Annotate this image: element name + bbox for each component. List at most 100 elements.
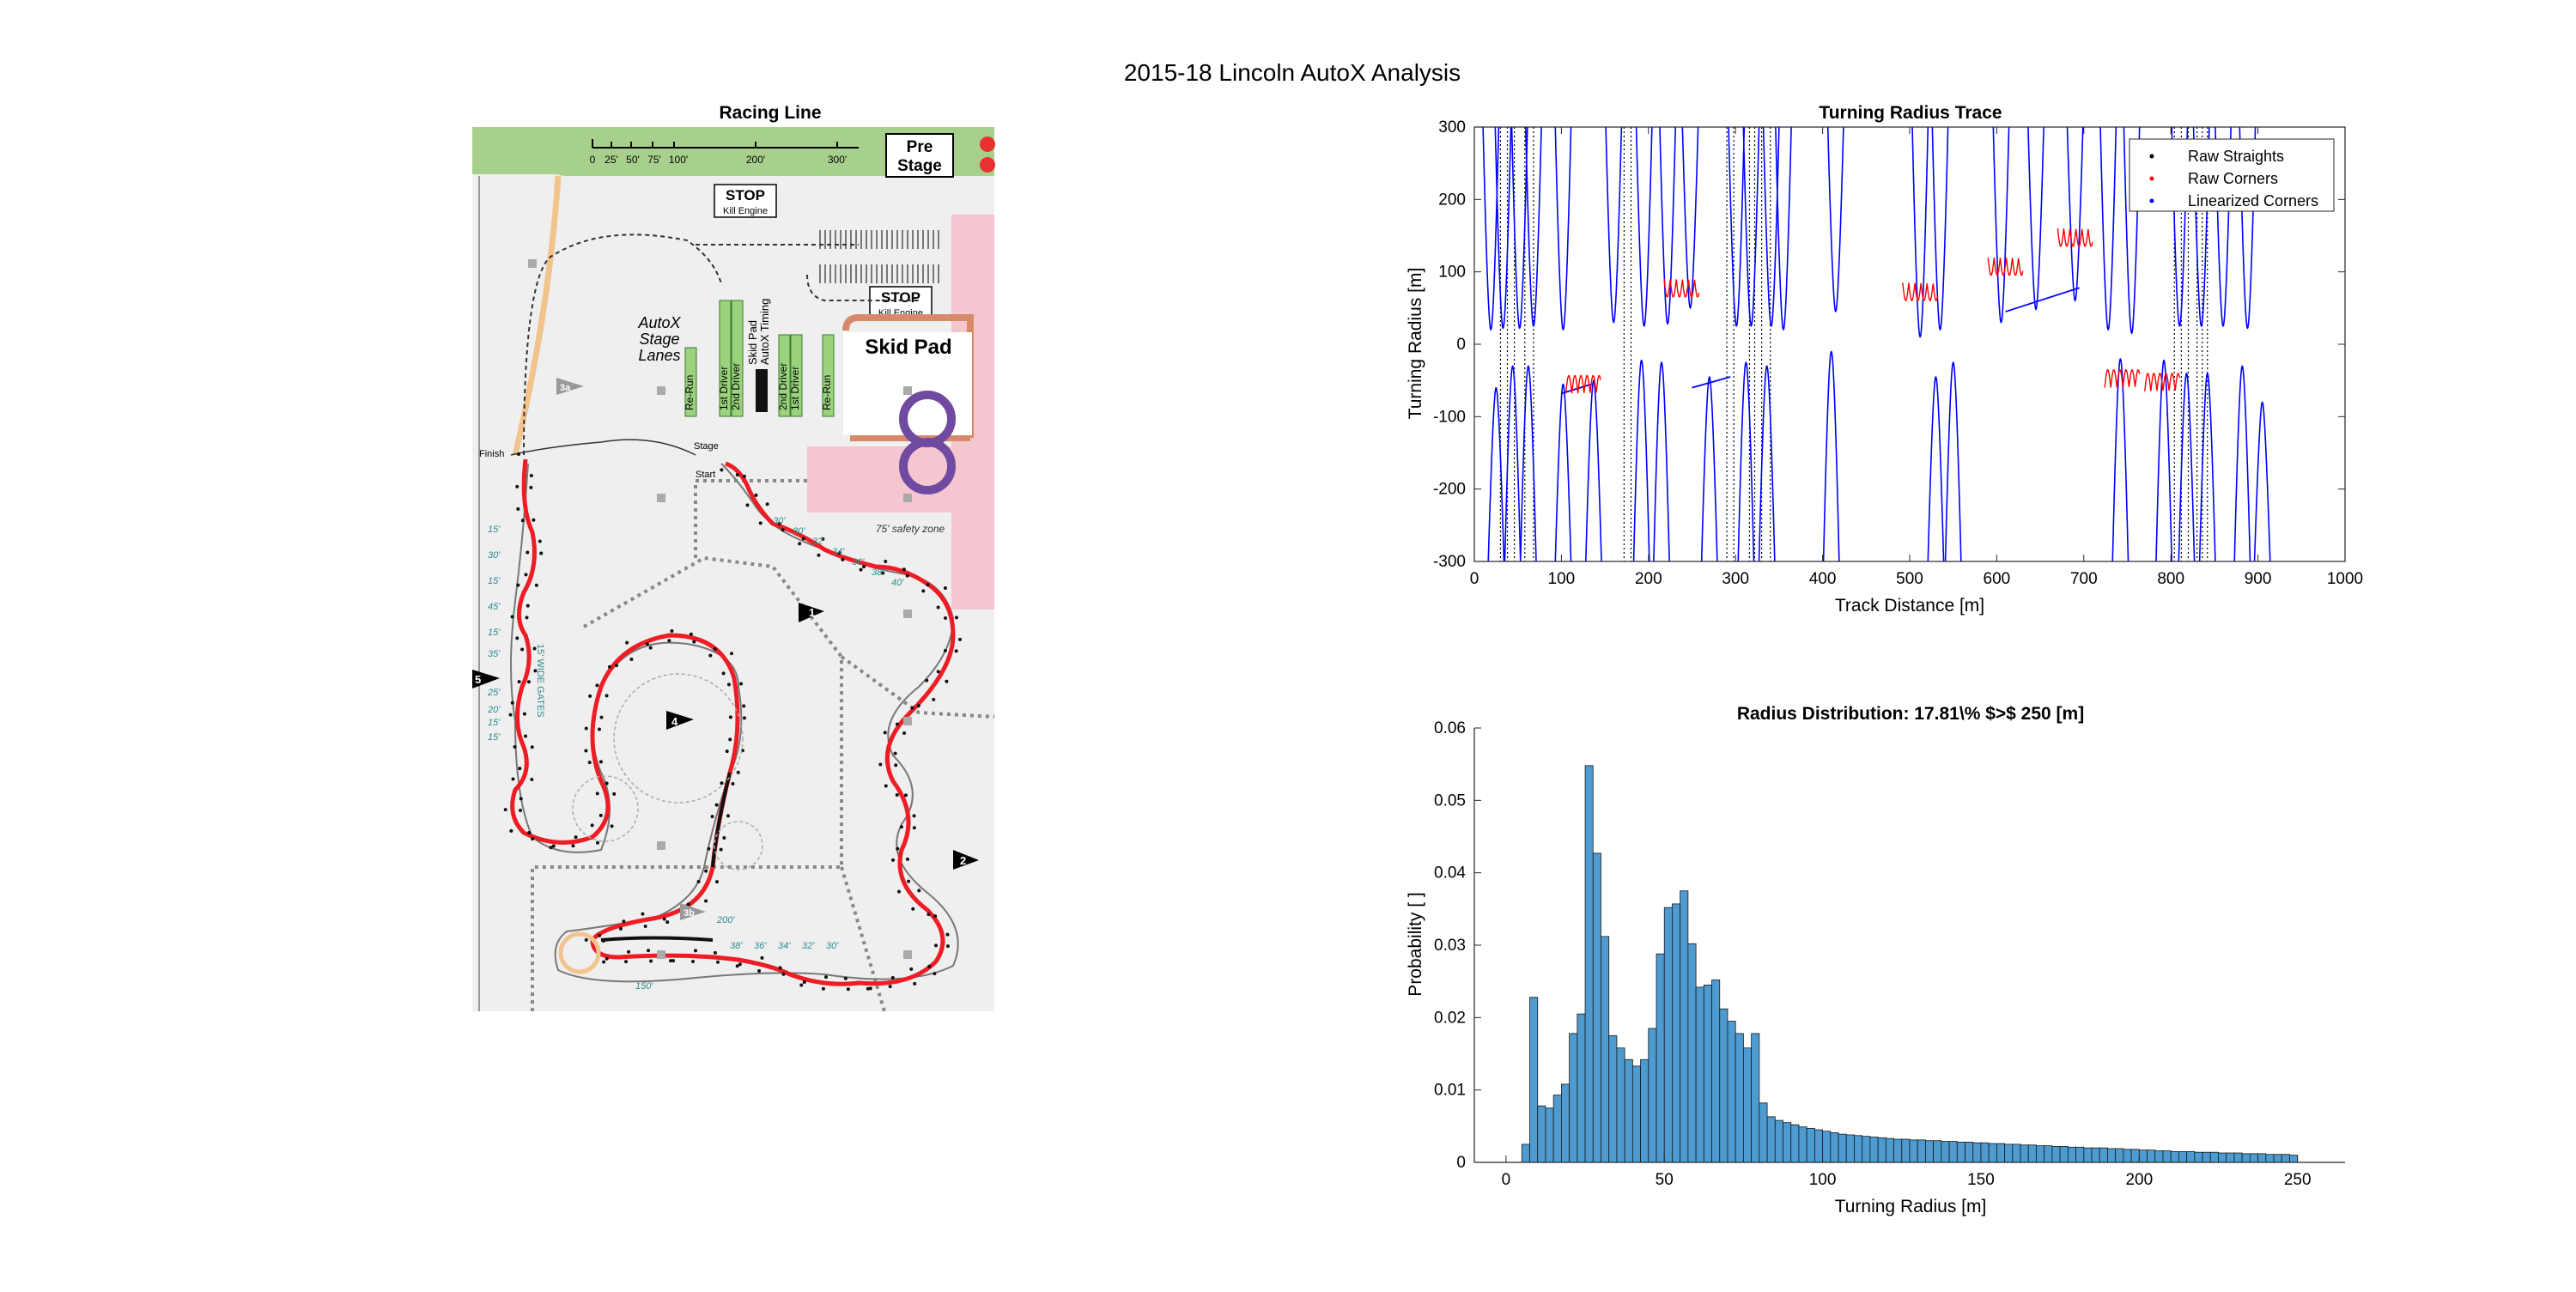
cone-dot	[799, 983, 804, 987]
svg-text:3b: 3b	[683, 908, 695, 919]
histogram-axes: 0 50 100 150 200 250 0 0.01 0.02 0.03 0.04 0.05 0.06	[1434, 719, 2345, 1189]
cone-dot	[524, 734, 528, 738]
x-tick-label: 900	[2245, 570, 2272, 588]
wide-gates-label: 15' WIDE GATES	[535, 644, 545, 718]
cone-dot	[739, 682, 744, 686]
legend-marker	[2149, 154, 2154, 159]
y-tick-label: 0	[1456, 1154, 1466, 1172]
cone-dot	[728, 715, 732, 719]
histogram-bar	[2233, 1152, 2243, 1163]
gate-label: 30'	[488, 550, 501, 561]
legend-marker	[2149, 198, 2154, 203]
histogram-bar	[1980, 1142, 1990, 1163]
finish-line	[510, 439, 696, 456]
lobe-mark	[1762, 126, 1780, 327]
cone-dot	[696, 879, 701, 883]
raw-corner-mark	[1902, 282, 1939, 302]
cone-dot	[713, 950, 717, 955]
timing-label: Skid Pad	[746, 320, 759, 365]
histogram-bar	[1877, 1137, 1886, 1163]
x-tick-label: 100	[1548, 570, 1576, 588]
cone-dot	[641, 912, 645, 916]
gate-label: 38'	[872, 567, 884, 578]
lane-label: Re-Run	[683, 375, 696, 410]
stage-label: Stage	[694, 441, 719, 452]
histogram-bar	[2020, 1144, 2029, 1163]
linearized-corners-series	[1482, 126, 2271, 562]
path-line	[512, 175, 562, 456]
trace-x-label: Track Distance [m]	[1835, 596, 1984, 616]
cone-dot	[936, 670, 940, 674]
x-tick-label: 600	[1984, 570, 2011, 588]
lobe-mark	[1737, 361, 1755, 562]
marker-squares	[528, 259, 912, 959]
histogram-bar	[2281, 1154, 2290, 1163]
histogram-bar	[1545, 1107, 1554, 1163]
histogram-bar	[1862, 1136, 1871, 1163]
start-label: Start	[696, 470, 715, 480]
cone-dot	[878, 762, 883, 767]
cone-dot	[817, 553, 821, 557]
lane-label: 2nd Driver	[730, 363, 742, 410]
histogram-bar	[1727, 1021, 1736, 1163]
marker-square	[657, 950, 665, 959]
histogram-bar	[1972, 1142, 1982, 1163]
linearized-segment	[1692, 376, 1731, 389]
histogram-bar	[2186, 1150, 2196, 1163]
cone-dot	[574, 835, 578, 840]
cone-dot	[610, 824, 614, 828]
cone-dot	[781, 972, 786, 976]
lobe-mark	[2123, 126, 2141, 335]
cone-dot	[518, 767, 522, 771]
cone-dot	[704, 899, 708, 903]
x-tick-label: 0	[1470, 570, 1479, 588]
parking-lines	[819, 230, 939, 283]
histogram-bar	[1521, 1143, 1530, 1163]
cone-dot	[728, 737, 732, 742]
cone-dot	[896, 846, 900, 851]
lobe-mark	[1826, 126, 1844, 312]
turning-radius-trace-chart: Turning Radius Trace 0 100 200 300 400 500 600…	[1406, 103, 2363, 616]
x-tick-label: 100	[1809, 1171, 1837, 1189]
gate-label: 200'	[716, 915, 735, 925]
x-tick-label: 1000	[2327, 570, 2363, 588]
lobe-mark	[1494, 126, 1512, 330]
lobe-mark	[1911, 126, 1929, 338]
marker-square	[903, 717, 912, 725]
histogram-bar	[1719, 1008, 1728, 1163]
lobe-mark	[1605, 126, 1623, 324]
histogram-bar	[2265, 1154, 2275, 1163]
histogram-bar	[2130, 1149, 2140, 1163]
histogram-bar	[1783, 1122, 1792, 1163]
gate-label: 15'	[488, 576, 501, 586]
cone-dot	[526, 550, 530, 555]
cone-dot	[909, 967, 914, 971]
histogram-bar	[1838, 1133, 1847, 1163]
histogram-bar	[1751, 1033, 1760, 1163]
cone-dot	[905, 573, 909, 578]
cone-dot	[588, 694, 592, 698]
y-tick-label: 200	[1438, 191, 1466, 209]
histogram-bar	[1822, 1131, 1832, 1163]
histogram-bar	[2067, 1146, 2076, 1163]
histogram-bar	[2051, 1146, 2061, 1163]
track-boundary	[510, 463, 959, 983]
lobe-mark	[1700, 376, 1718, 562]
histogram-bar	[2123, 1149, 2132, 1163]
pre-stage-label: Pre	[907, 138, 933, 156]
cone-dot	[894, 763, 898, 767]
histogram-bar	[1830, 1132, 1839, 1163]
svg-text:4: 4	[671, 715, 678, 728]
histogram-bar	[1640, 1058, 1649, 1163]
histogram-bar	[1885, 1137, 1894, 1163]
x-tick-label: 150	[1967, 1171, 1995, 1189]
gate-label: 32'	[812, 537, 825, 547]
cone-dot	[704, 869, 708, 873]
cone-dot	[754, 493, 758, 497]
finish-label: Finish	[479, 449, 504, 459]
cone-dot	[531, 837, 535, 841]
cone-dot	[859, 567, 863, 572]
y-tick-label: 0.04	[1434, 864, 1466, 883]
cone-dot	[715, 960, 720, 964]
cone-dot	[530, 745, 534, 749]
